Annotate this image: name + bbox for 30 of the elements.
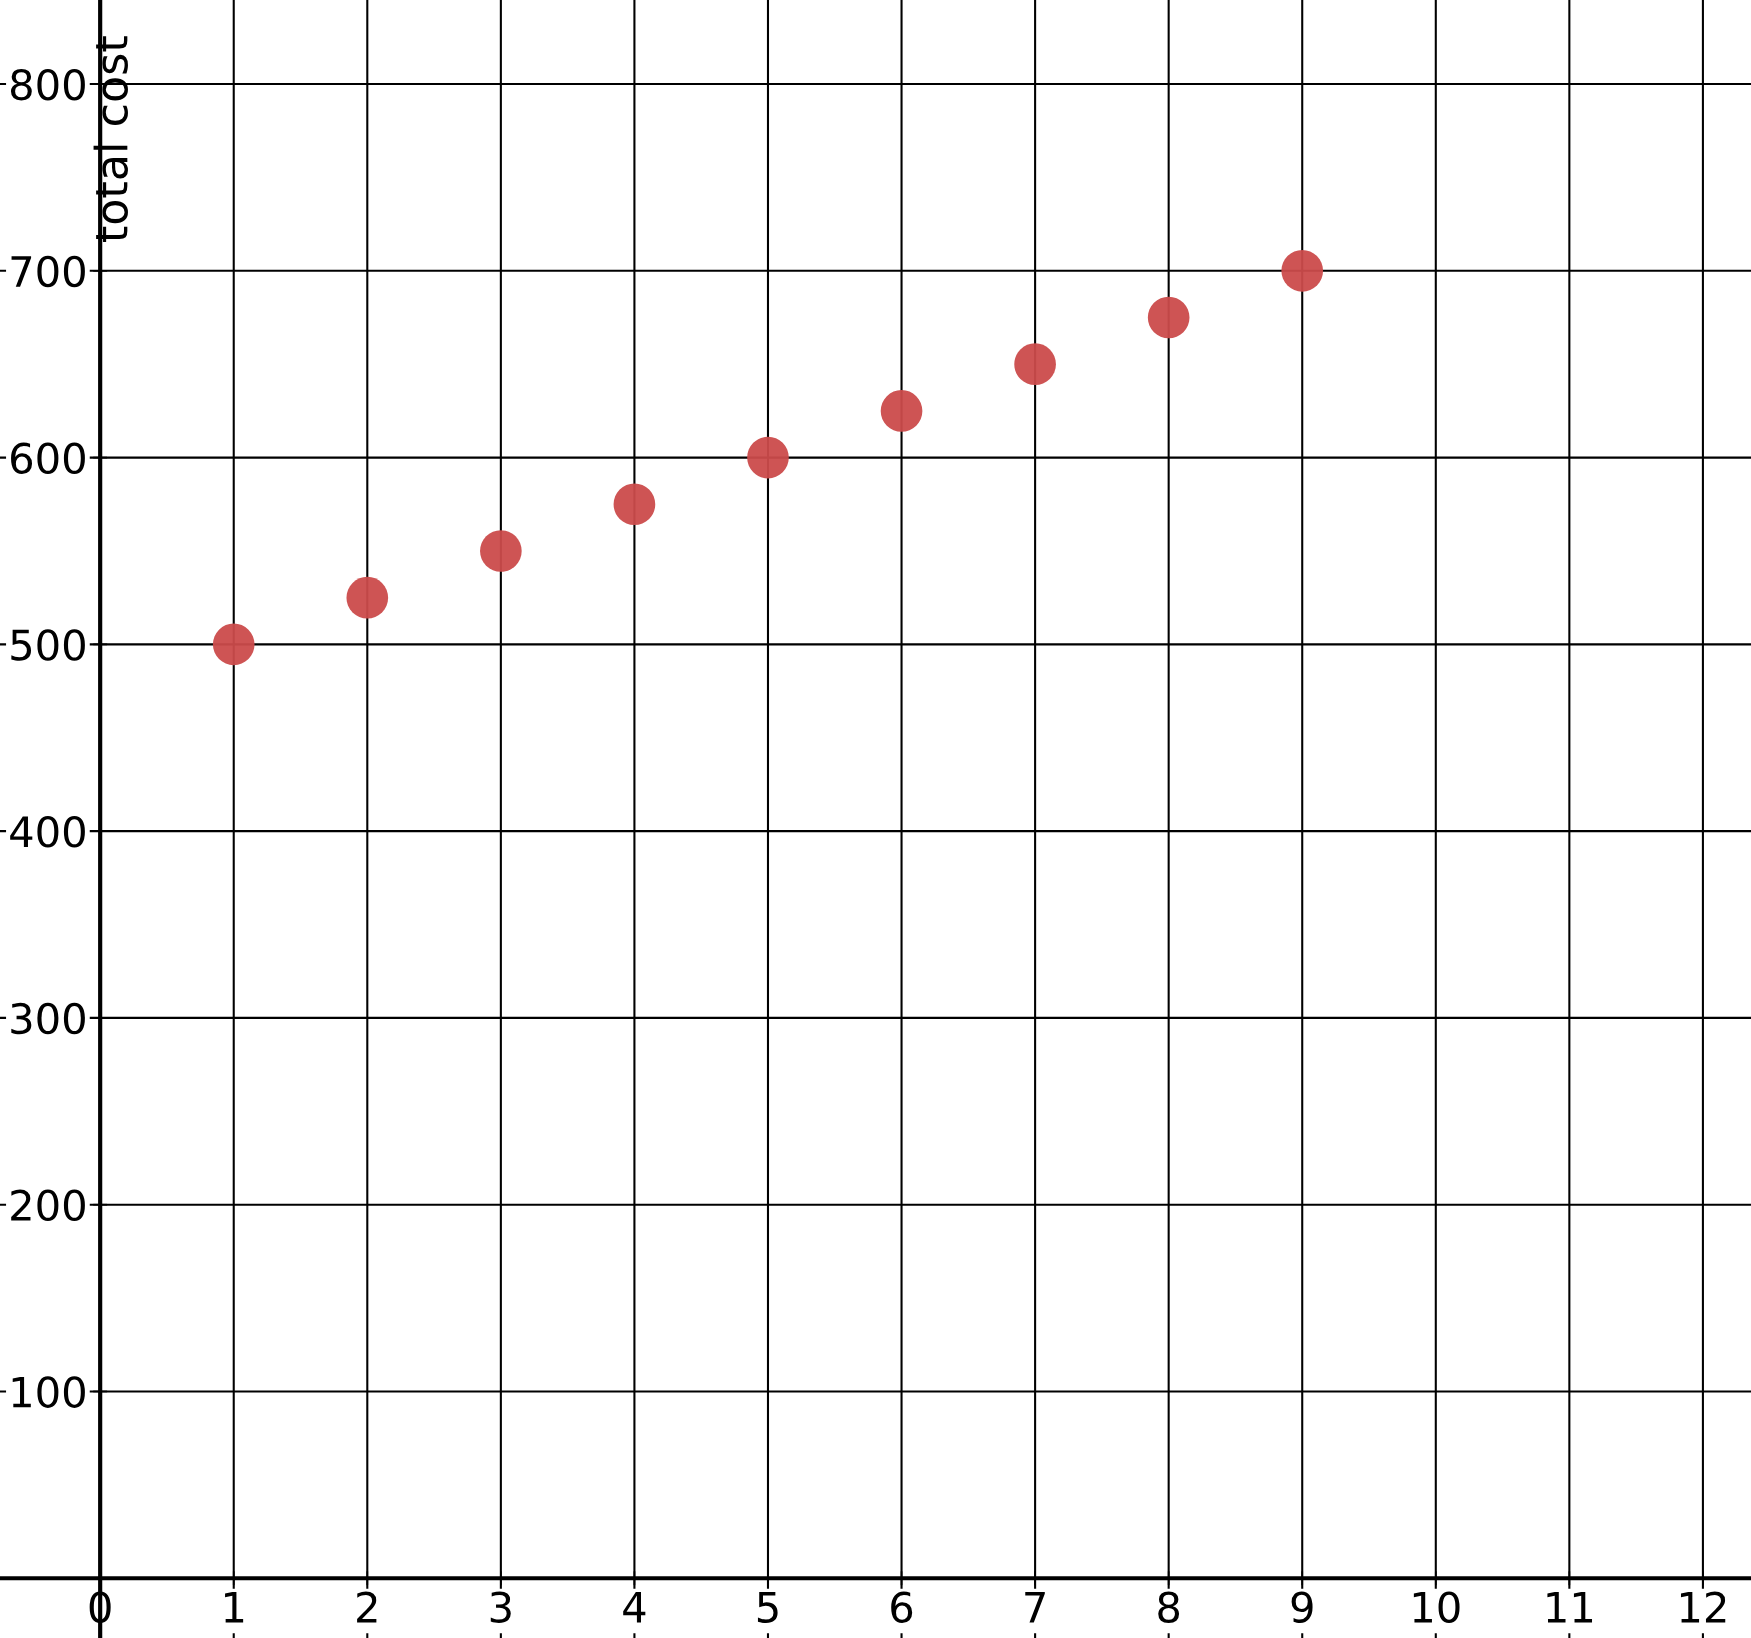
y-tick-label: 600 [11, 442, 85, 475]
x-tick-label: 3 [490, 1591, 511, 1623]
point [346, 576, 389, 619]
x-tick-label: 1 [225, 1592, 244, 1623]
point [480, 530, 522, 572]
y-tick-label: 700 [11, 255, 85, 288]
y-tick-label: 500 [11, 629, 85, 661]
y-tick-label: 800 [10, 68, 85, 101]
x-tick-label: 11 [1547, 1592, 1593, 1623]
x-tick-label: 2 [357, 1591, 377, 1623]
y-tick-label: 100 [12, 1376, 85, 1408]
point [747, 436, 789, 479]
point [1147, 296, 1190, 339]
y-tick-label: 200 [11, 1189, 85, 1222]
y-axis-title: total cost [93, 36, 128, 243]
x-tick-label: 4 [623, 1592, 646, 1623]
point [1281, 249, 1324, 292]
x-tick-label: 8 [1158, 1591, 1180, 1623]
point [1014, 343, 1056, 386]
x-tick-label: 10 [1413, 1591, 1460, 1623]
y-tick-label: 300 [11, 1002, 85, 1035]
x-tick-label: 5 [757, 1592, 778, 1623]
y-tick-label: 400 [10, 816, 85, 848]
point [613, 483, 656, 526]
x-tick-label: 7 [1025, 1592, 1045, 1623]
point [880, 390, 923, 432]
x-tick-label: 9 [1291, 1591, 1313, 1623]
x-tick-label: 12 [1680, 1591, 1726, 1623]
point [212, 623, 255, 666]
x-tick-label: 6 [891, 1591, 913, 1623]
